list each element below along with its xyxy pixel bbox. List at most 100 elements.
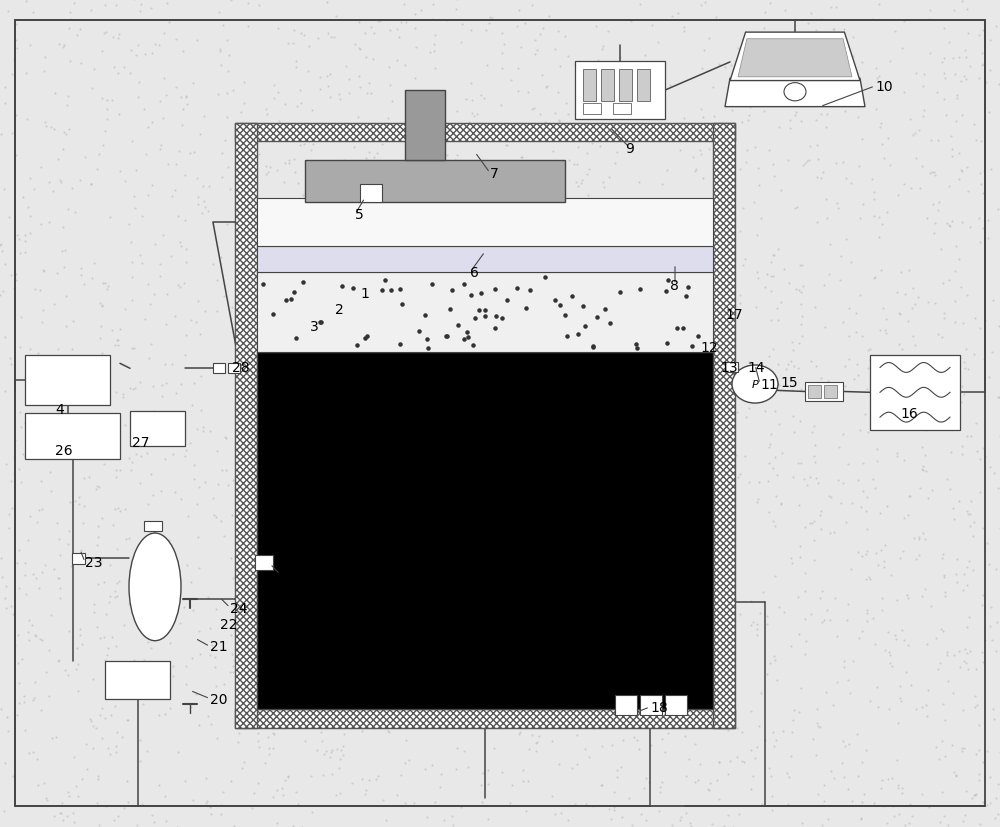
Point	[558, 545, 574, 558]
Point	[389, 789, 405, 802]
Point	[745, 770, 761, 783]
Point	[697, 568, 713, 581]
Point	[900, 351, 916, 365]
Point	[270, 366, 286, 379]
Point	[447, 572, 463, 586]
Point	[837, 360, 853, 373]
Point	[783, 749, 799, 762]
Point	[98, 26, 114, 40]
Point	[463, 490, 479, 504]
Point	[415, 309, 431, 323]
Point	[294, 483, 310, 496]
Point	[631, 176, 647, 189]
Point	[297, 485, 313, 499]
Point	[649, 294, 665, 307]
Point	[574, 204, 590, 218]
Point	[884, 772, 900, 785]
Point	[143, 338, 159, 351]
Point	[95, 139, 111, 152]
Point	[588, 617, 604, 630]
Point	[140, 636, 156, 649]
Point	[28, 630, 44, 643]
Point	[371, 484, 387, 497]
Point	[894, 624, 910, 637]
Point	[373, 476, 389, 489]
Point	[148, 595, 164, 609]
Point	[93, 555, 109, 568]
Point	[455, 628, 471, 641]
Point	[581, 750, 597, 763]
Point	[288, 469, 304, 482]
Point	[960, 508, 976, 521]
Point	[348, 327, 364, 341]
Point	[952, 661, 968, 674]
Point	[152, 270, 168, 283]
Point	[427, 238, 443, 251]
Point	[151, 431, 167, 444]
Point	[92, 709, 108, 722]
Point	[37, 50, 53, 64]
Point	[845, 654, 861, 667]
Point	[33, 476, 49, 489]
Point	[245, 203, 261, 217]
Point	[279, 404, 295, 418]
Point	[26, 691, 42, 705]
Point	[500, 613, 516, 626]
Point	[529, 341, 545, 354]
Point	[734, 725, 750, 739]
Point	[642, 603, 658, 616]
Point	[911, 548, 927, 562]
Point	[503, 283, 519, 296]
Point	[12, 247, 28, 261]
Point	[694, 390, 710, 404]
Point	[735, 203, 751, 216]
Point	[924, 484, 940, 497]
Point	[448, 700, 464, 714]
Point	[536, 356, 552, 369]
Point	[146, 404, 162, 418]
Point	[761, 350, 777, 363]
Point	[797, 585, 813, 598]
Point	[146, 815, 162, 827]
Point	[0, 711, 15, 724]
Point	[951, 495, 967, 509]
Point	[417, 762, 433, 776]
Point	[518, 805, 534, 818]
Point	[633, 807, 649, 820]
Point	[496, 39, 512, 52]
Point	[853, 811, 869, 825]
Point	[416, 506, 432, 519]
Point	[223, 629, 239, 642]
Point	[453, 36, 469, 49]
Point	[954, 380, 970, 393]
Point	[409, 582, 425, 595]
Point	[97, 0, 113, 13]
Point	[1, 212, 17, 225]
Point	[753, 686, 769, 700]
Point	[280, 769, 296, 782]
Point	[729, 406, 745, 419]
Point	[358, 152, 374, 165]
Point	[828, 2, 844, 15]
Point	[544, 578, 560, 591]
Point	[363, 21, 379, 34]
Point	[652, 785, 668, 798]
Point	[247, 573, 263, 586]
Point	[542, 566, 558, 580]
Point	[982, 619, 998, 633]
Point	[828, 157, 844, 170]
Point	[65, 314, 81, 327]
Point	[836, 660, 852, 673]
Point	[715, 722, 731, 735]
Point	[949, 92, 965, 105]
Point	[697, 414, 713, 427]
Point	[226, 654, 242, 667]
Point	[500, 323, 516, 337]
Point	[422, 98, 438, 111]
Point	[963, 495, 979, 508]
Point	[625, 388, 641, 401]
Point	[309, 182, 325, 195]
Point	[0, 183, 12, 196]
Point	[972, 817, 988, 827]
Point	[873, 781, 889, 794]
